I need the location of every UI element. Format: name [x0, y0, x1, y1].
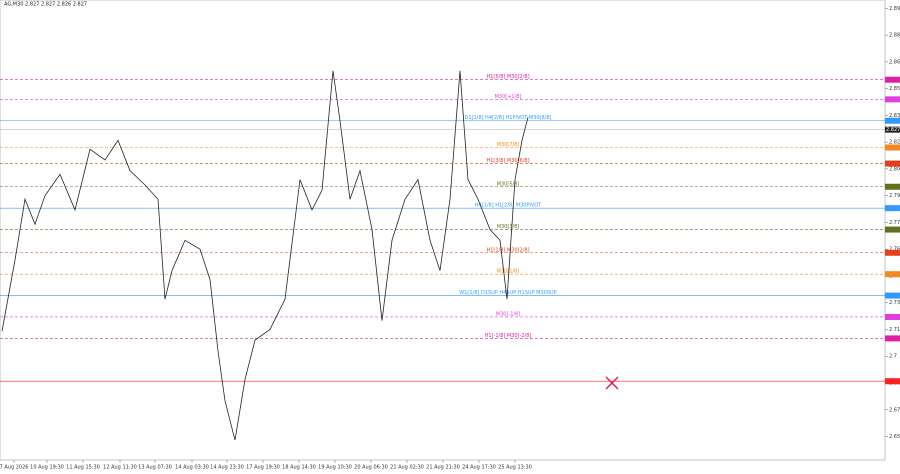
level-label: M30[3/8]	[497, 224, 520, 230]
level-label: H1[-1/8] M30[-2/8]	[485, 333, 532, 339]
x-tick-label: 25 Aug 13:30	[498, 465, 532, 471]
y-tick-label: 2.73	[889, 300, 900, 306]
level-price-box	[885, 76, 900, 83]
y-tick-label: 2.82	[889, 140, 900, 146]
level-label: M30[+1/8]	[495, 94, 522, 100]
level-price-box	[885, 183, 900, 190]
level-label: H1[3/8] M30[6/8]	[486, 158, 529, 164]
plot-frame	[0, 0, 886, 461]
y-tick-label: 2.85	[889, 86, 900, 92]
level-price-box	[885, 160, 900, 167]
x-tick-label: 11 Aug 15:30	[66, 465, 100, 471]
x-tick-label: 13 Aug 07:30	[138, 465, 172, 471]
level-price-box	[885, 313, 900, 320]
level-price-box	[885, 249, 900, 256]
y-tick-label: 2.865	[889, 59, 900, 65]
level-price-box	[885, 117, 900, 124]
level-price-box	[885, 144, 900, 151]
x-tick-label: 21 Aug 02:30	[390, 465, 424, 471]
current-price-label: 2.827	[886, 127, 900, 133]
level-label: W1[1/8] D1SUP H4SUP H1SUP M30SUP	[459, 290, 556, 296]
y-tick-label: 2.835	[889, 113, 900, 119]
x-tick-label: 7 Aug 2026	[0, 465, 28, 471]
current-price-box	[885, 126, 900, 133]
level-price-box	[885, 335, 900, 342]
y-tick-label: 2.76	[889, 247, 900, 253]
y-tick-label: 2.7	[889, 354, 897, 360]
x-tick-label: 21 Aug 21:30	[426, 465, 460, 471]
y-tick-label: 2.655	[889, 434, 900, 440]
x-tick-label: 14 Aug 23:30	[210, 465, 244, 471]
level-label: H1[5/8] M30[2/8]	[486, 74, 529, 80]
level-price-box	[885, 205, 900, 212]
level-label: M30[5/8]	[497, 181, 520, 187]
level-label: M30[7/8]	[497, 142, 520, 148]
level-label: H1[1/8] M30[2/8]	[486, 247, 529, 253]
level-label: M30[-1/8]	[496, 311, 520, 317]
x-tick-label: 17 Aug 19:30	[246, 465, 280, 471]
level-price-box	[885, 292, 900, 299]
y-tick-label: 2.67	[889, 407, 900, 413]
x-tick-label: 14 Aug 03:30	[175, 465, 209, 471]
y-tick-label: 2.805	[889, 166, 900, 172]
level-price-box	[885, 271, 900, 278]
level-price-box	[885, 378, 900, 385]
level-price-box	[885, 226, 900, 233]
x-tick-label: 20 Aug 06:30	[354, 465, 388, 471]
x-tick-label: 12 Aug 11:30	[103, 465, 137, 471]
level-label: H4[1/8] H1[2/8] M30PIVOT	[475, 203, 542, 209]
level-label: M30[1/8]	[497, 269, 520, 275]
x-tick-label: 10 Aug 19:30	[30, 465, 64, 471]
x-tick-label: 18 Aug 14:30	[282, 465, 316, 471]
cross-marker	[605, 376, 619, 390]
y-tick-label: 2.79	[889, 193, 900, 199]
price-line	[1, 70, 529, 441]
x-tick-label: 24 Aug 17:30	[462, 465, 496, 471]
level-price-box	[885, 96, 900, 103]
y-tick-label: 2.88	[889, 33, 900, 39]
y-tick-label: 2.895	[889, 6, 900, 12]
y-tick-label: 2.775	[889, 220, 900, 226]
chart-title: AG,M30 2.827 2.827 2.826 2.827	[4, 2, 87, 8]
x-tick-label: 19 Aug 10:30	[318, 465, 352, 471]
level-label: D1[1/8] H4[2/8] H1PIVOT M30[8/8]	[464, 115, 551, 121]
y-tick-label: 2.715	[889, 327, 900, 333]
